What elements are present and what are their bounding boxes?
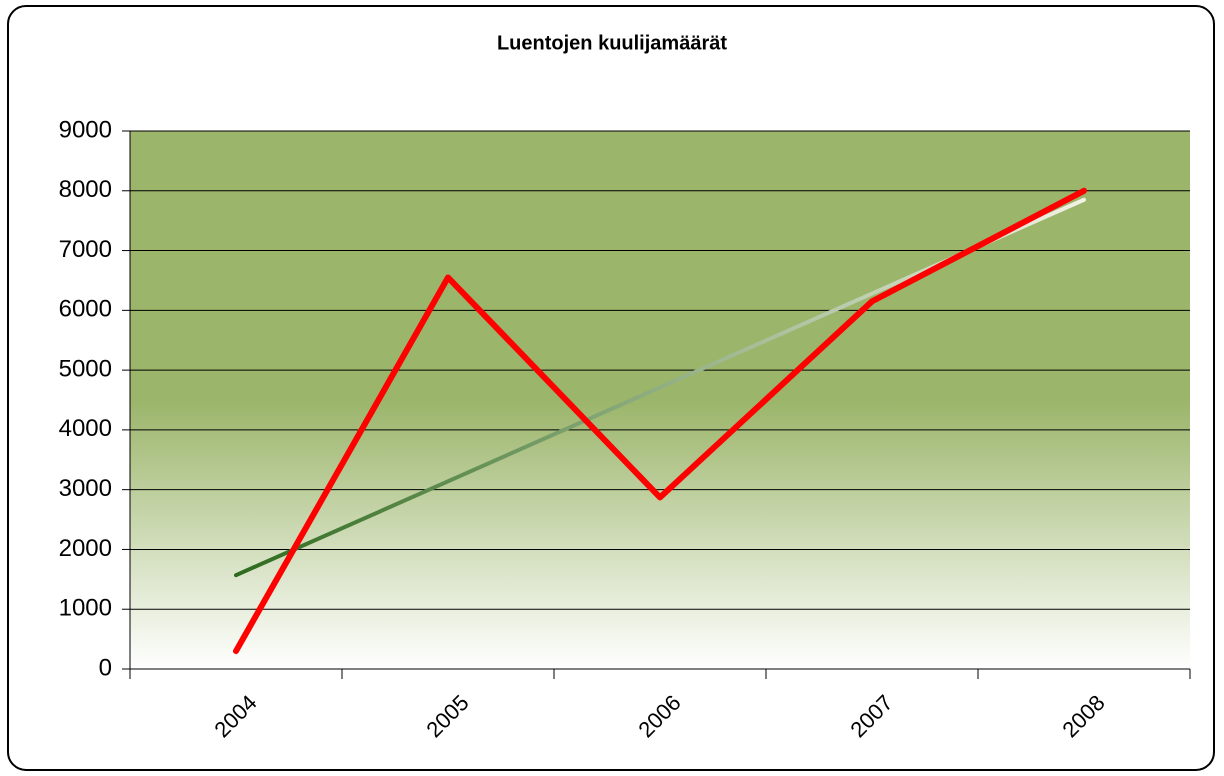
y-tick-label: 5000 [59, 355, 112, 382]
series-line [233, 187, 1087, 655]
y-tick-label: 8000 [59, 176, 112, 203]
chart-title: Luentojen kuulijamäärät [497, 32, 727, 54]
y-tick-label: 9000 [59, 116, 112, 143]
y-tick-label: 7000 [59, 236, 112, 263]
y-tick-label: 4000 [59, 415, 112, 442]
plot-area [130, 131, 1190, 669]
y-tick-label: 1000 [59, 595, 112, 622]
y-tick-label: 6000 [59, 296, 112, 323]
y-tick-label: 2000 [59, 535, 112, 562]
y-tick-label: 3000 [59, 475, 112, 502]
y-tick-label: 0 [99, 654, 112, 681]
